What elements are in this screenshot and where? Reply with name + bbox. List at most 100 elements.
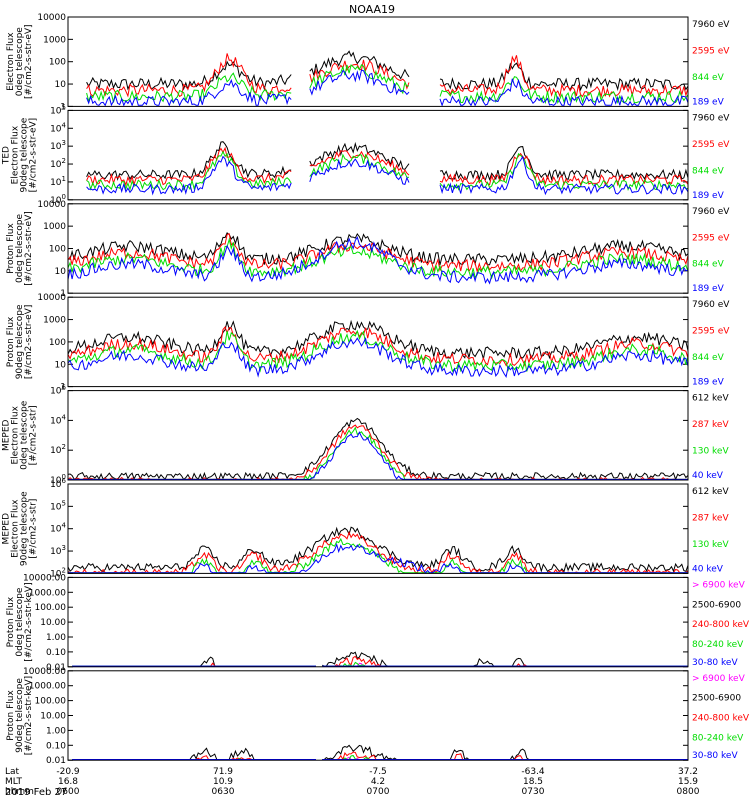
y-tick-label: 0.10	[46, 648, 66, 658]
y-axis-label: Proton Flux	[6, 690, 16, 741]
y-tick-label: 10000.00	[23, 667, 66, 677]
date-label: 2019 Feb 27	[5, 787, 67, 798]
footer-hhmm: 0730	[522, 787, 545, 797]
y-axis-label: [#/cm2-s-str-keV]	[24, 676, 34, 755]
legend-entry: 2595 eV	[692, 140, 730, 150]
footer-row-label: MLT	[5, 777, 23, 787]
series-trace	[68, 431, 688, 480]
y-tick-label: 100.00	[35, 697, 67, 707]
y-axis-label: [#/cm2-s-str-eV]	[29, 118, 39, 193]
legend-entry: 189 eV	[692, 191, 725, 201]
y-tick-label: 103	[50, 544, 66, 557]
y-tick-exponent: 5	[62, 103, 66, 111]
series-trace	[67, 325, 689, 367]
legend-entry: 240-800 keV	[692, 714, 750, 724]
series-trace	[67, 530, 689, 574]
footer-lat: 71.9	[213, 767, 233, 777]
legend-entry: 844 eV	[692, 73, 725, 83]
y-axis-label: MEPED	[2, 419, 12, 451]
legend-entry: > 6900 keV	[692, 674, 746, 684]
legend-entry: 7960 eV	[692, 207, 730, 217]
y-tick-label: 100	[49, 338, 66, 348]
y-tick-label: 1000	[43, 316, 66, 326]
y-tick-exponent: 0	[62, 473, 66, 481]
panel-3: 1 10 100 1000 10000 Proton Flux 0deg telescope…	[6, 200, 730, 299]
panel-frame	[67, 390, 689, 481]
series-trace	[72, 755, 688, 760]
y-tick-label: 100.00	[35, 603, 67, 613]
y-tick-exponent: 2	[62, 566, 66, 574]
panel-frame	[67, 576, 689, 668]
y-tick-label: 106	[50, 384, 66, 397]
legend-entry: 7960 eV	[692, 300, 730, 310]
y-tick-label: 10000	[37, 200, 66, 210]
y-tick-label: 10	[55, 360, 67, 370]
y-tick-label: 1000.00	[29, 588, 66, 598]
y-tick-label: 1000	[43, 35, 66, 45]
footer-hhmm: 0800	[677, 787, 700, 797]
legend-entry: 130 keV	[692, 540, 729, 550]
panel-1: 1 10 100 1000 10000 Electron Flux 0deg telesco…	[6, 13, 730, 112]
legend-entry: 130 keV	[692, 447, 729, 457]
y-axis-label: [#/cm2-s-str-eV]	[24, 305, 34, 380]
y-axis-label: Electron Flux	[6, 32, 16, 91]
y-tick-exponent: 3	[62, 139, 66, 147]
footer-hhmm: 0700	[367, 787, 390, 797]
legend-entry: 612 keV	[692, 487, 729, 497]
y-axis-label: 0deg telescope	[20, 400, 30, 470]
y-axis-label: [#/cm2-s-str]	[29, 499, 39, 559]
y-tick-label: 104	[50, 413, 66, 426]
legend-entry: 189 eV	[692, 284, 725, 294]
footer-mlt: 16.8	[58, 777, 78, 787]
y-axis-label: MEPED	[2, 513, 12, 545]
y-tick-label: 10	[55, 267, 67, 277]
y-tick-label: 10000.00	[23, 573, 66, 583]
panel-frame	[67, 203, 689, 294]
legend-entry: 2595 eV	[692, 327, 730, 337]
y-tick-exponent: 2	[62, 443, 66, 451]
legend-entry: > 6900 keV	[692, 580, 746, 590]
series-trace	[67, 526, 689, 574]
legend-entry: 40 keV	[692, 471, 724, 481]
legend-entry: 612 keV	[692, 394, 729, 404]
series-trace	[67, 236, 689, 285]
footer-lat: 37.2	[678, 767, 698, 777]
series-trace	[86, 146, 689, 187]
y-axis-label: [#/cm2-s-str]	[29, 405, 39, 465]
panel-frame	[67, 670, 689, 761]
y-axis-label: Proton Flux	[6, 316, 16, 367]
legend-entry: 2595 eV	[692, 46, 730, 56]
y-tick-label: 1	[60, 102, 66, 112]
y-tick-label: 104	[50, 522, 66, 535]
y-tick-exponent: 6	[62, 477, 67, 485]
panel-4: 1 10 100 1000 10000 Proton Flux 90deg telescop…	[6, 293, 730, 392]
y-tick-label: 0.10	[46, 741, 66, 751]
legend-entry: 7960 eV	[692, 20, 730, 30]
legend-entry: 2500-6900	[692, 694, 741, 704]
series-trace	[68, 537, 688, 574]
y-axis-label: 0deg telescope	[15, 214, 25, 284]
series-trace	[67, 329, 689, 373]
legend-entry: 80-240 keV	[692, 733, 744, 743]
legend-entry: 7960 eV	[692, 113, 730, 123]
panel-frame	[67, 16, 689, 107]
series-trace	[67, 233, 689, 274]
legend-entry: 80-240 keV	[692, 640, 744, 650]
legend-entry: 40 keV	[692, 564, 724, 574]
y-axis-label: 0deg telescope	[15, 27, 25, 97]
y-tick-label: 103	[50, 139, 66, 152]
y-axis-label: Proton Flux	[6, 596, 16, 647]
plot-title: NOAA19	[349, 3, 395, 16]
footer-mlt: 18.5	[523, 777, 543, 787]
series-trace	[86, 64, 689, 105]
series-trace	[67, 232, 689, 266]
y-tick-label: 104	[50, 121, 66, 134]
legend-entry: 2595 eV	[692, 233, 730, 243]
legend-entry: 844 eV	[692, 353, 725, 363]
legend-entry: 30-80 keV	[692, 751, 738, 761]
legend-entry: 2500-6900	[692, 600, 741, 610]
